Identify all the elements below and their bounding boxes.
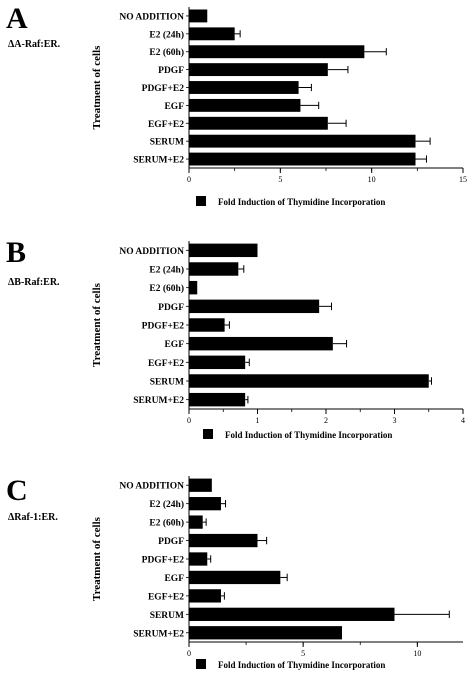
bar <box>189 607 395 621</box>
category-label: E2 (60h) <box>149 47 184 58</box>
x-tick-label: 0 <box>187 416 191 425</box>
bar <box>189 589 221 603</box>
category-label: NO ADDITION <box>119 12 184 22</box>
bar <box>189 98 301 112</box>
bar <box>189 570 281 585</box>
category-label: PDGF <box>158 303 184 313</box>
category-label: E2 (24h) <box>149 265 184 276</box>
bar <box>189 152 416 166</box>
panel-letter: A <box>6 2 28 35</box>
bar <box>189 262 239 276</box>
bar <box>189 134 416 148</box>
category-label: PDGF+E2 <box>142 322 185 332</box>
bar <box>189 374 429 388</box>
category-label: EGF <box>164 340 184 350</box>
legend-swatch <box>203 429 213 439</box>
x-tick-label: 3 <box>393 416 397 425</box>
x-tick-label: 0 <box>187 649 191 658</box>
chart-panel-c: C ΔRaf-1:ER. 0 5 10 NO ADDITION E2 (24h) E2 (60… <box>6 474 463 670</box>
category-label: SERUM+E2 <box>133 396 184 406</box>
x-tick-label: 10 <box>413 649 421 658</box>
category-label: E2 (24h) <box>149 499 184 510</box>
legend-label: Fold Induction of Thymidine Incorporatio… <box>225 430 392 440</box>
legend-swatch <box>196 659 206 669</box>
category-label: PDGF <box>158 66 184 76</box>
bar <box>189 478 212 492</box>
bar <box>189 515 203 529</box>
legend-label: Fold Induction of Thymidine Incorporatio… <box>218 660 385 670</box>
category-label: E2 (60h) <box>149 283 184 294</box>
bar <box>189 45 365 59</box>
category-label: EGF+E2 <box>148 592 184 602</box>
x-tick-label: 10 <box>368 175 376 184</box>
y-axis-label: Treatment of cells <box>91 45 103 130</box>
x-tick-label: 5 <box>301 649 305 658</box>
x-tick-label: 2 <box>324 416 328 425</box>
construct-label: ΔB-Raf:ER. <box>8 277 60 288</box>
category-label: PDGF+E2 <box>142 556 185 566</box>
bar <box>189 243 258 258</box>
chart-panel-a: A ΔA-Raf:ER. 0 5 10 15 NO ADDITION E2 (24h) E2 (… <box>6 2 467 207</box>
panel-letter: B <box>6 236 26 269</box>
category-label: EGF+E2 <box>148 120 184 130</box>
category-label: SERUM+E2 <box>133 629 184 639</box>
bar <box>189 626 342 640</box>
x-tick-label: 4 <box>461 416 465 425</box>
category-label: NO ADDITION <box>119 247 184 257</box>
category-label: EGF <box>164 574 184 584</box>
bar <box>189 392 246 407</box>
y-axis-label: Treatment of cells <box>91 282 103 367</box>
bar <box>189 299 320 314</box>
x-tick-label: 1 <box>256 416 260 425</box>
construct-label: ΔA-Raf:ER. <box>8 39 61 50</box>
bar <box>189 9 208 23</box>
category-label: PDGF <box>158 537 184 547</box>
category-label: SERUM <box>150 378 184 388</box>
bar <box>189 280 198 295</box>
bar <box>189 533 258 548</box>
y-axis-label: Treatment of cells <box>91 516 103 601</box>
bar <box>189 336 333 351</box>
category-label: SERUM <box>150 138 184 148</box>
bar <box>189 116 328 130</box>
legend-label: Fold Induction of Thymidine Incorporatio… <box>218 197 385 207</box>
category-label: NO ADDITION <box>119 482 184 492</box>
category-label: PDGF+E2 <box>142 84 185 94</box>
bar <box>189 318 225 332</box>
bar <box>189 497 221 511</box>
x-tick-label: 5 <box>278 175 282 184</box>
x-tick-label: 15 <box>459 175 467 184</box>
panel-letter: C <box>6 474 28 507</box>
category-label: EGF+E2 <box>148 359 184 369</box>
bar <box>189 355 246 370</box>
category-label: E2 (24h) <box>149 29 184 40</box>
legend-swatch <box>196 196 206 206</box>
bar <box>189 552 208 566</box>
chart-panel-b: B ΔB-Raf:ER. 0 1 2 3 4 NO ADDITION E2 (24h) E2 (6… <box>6 236 465 440</box>
bar <box>189 27 235 41</box>
category-label: SERUM+E2 <box>133 156 184 166</box>
category-label: SERUM <box>150 611 184 621</box>
category-label: EGF <box>164 102 184 112</box>
construct-label: ΔRaf-1:ER. <box>8 512 58 523</box>
bar <box>189 81 299 94</box>
category-label: E2 (60h) <box>149 518 184 529</box>
bar <box>189 63 328 77</box>
x-tick-label: 0 <box>187 175 191 184</box>
